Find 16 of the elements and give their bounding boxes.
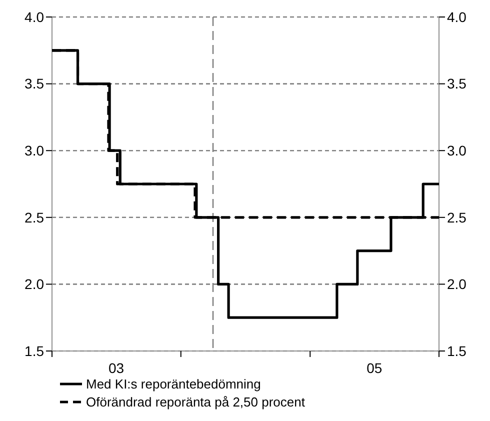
y2-tick-label: 2.5 (447, 209, 467, 226)
y2-tick-label: 3.0 (447, 142, 467, 158)
y-tick-label: 2.0 (24, 276, 44, 292)
y-tick-label: 4.0 (24, 8, 44, 25)
y-tick-label: 2.5 (24, 209, 44, 226)
y-tick-label: 3.5 (24, 76, 44, 92)
x-tick-label: 05 (366, 360, 382, 376)
x-tick-label: 03 (108, 360, 124, 376)
y2-tick-label: 4.0 (447, 8, 467, 25)
legend-label: Med KI:s reporäntebedömning (86, 376, 261, 392)
y2-tick-label: 1.5 (447, 342, 467, 359)
y-tick-label: 3.0 (24, 142, 44, 158)
y2-tick-label: 3.5 (447, 76, 467, 92)
y-tick-label: 1.5 (24, 342, 44, 359)
y2-tick-label: 2.0 (447, 276, 467, 292)
legend-label: Oförändrad reporänta på 2,50 procent (86, 394, 306, 410)
